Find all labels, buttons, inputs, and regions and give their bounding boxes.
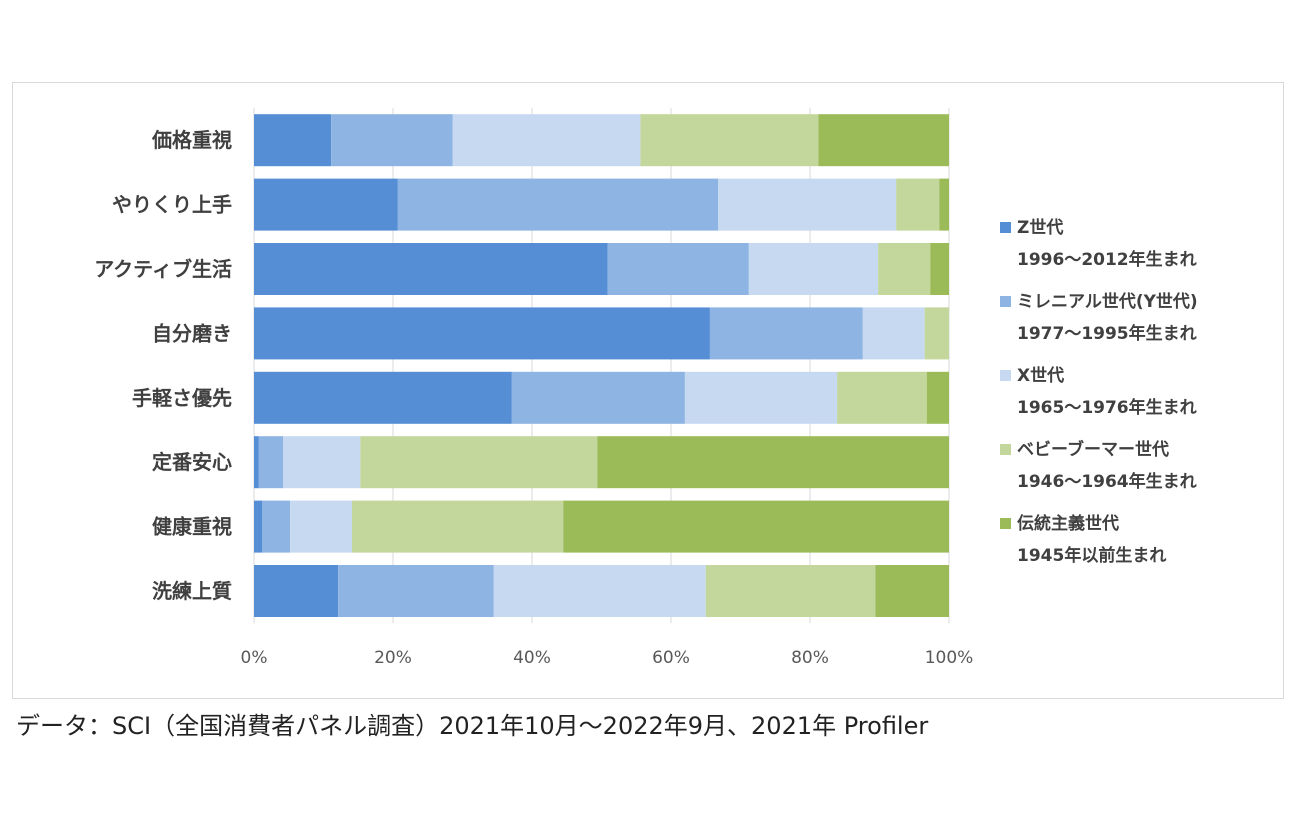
category-label: やりくり上手 xyxy=(112,193,232,217)
bar-segment xyxy=(254,307,710,360)
category-label: アクティブ生活 xyxy=(94,257,232,281)
x-tick-label: 80% xyxy=(791,648,829,668)
bar-segment xyxy=(254,114,332,167)
bar-segment xyxy=(262,500,291,553)
bar-segment xyxy=(684,371,838,424)
legend-sublabel: 1945年以前生まれ xyxy=(1017,545,1166,566)
category-label: 洗練上質 xyxy=(152,579,232,603)
bar-segment xyxy=(875,565,949,617)
legend-swatch xyxy=(1000,444,1011,455)
legend-label: ミレニアル世代(Y世代) xyxy=(1017,291,1198,312)
bar-segment xyxy=(360,436,598,489)
category-label: 手軽さ優先 xyxy=(132,386,232,410)
bar-segment xyxy=(254,565,339,617)
chart-frame xyxy=(12,82,1284,699)
bar-segment xyxy=(748,243,879,295)
bar-segment xyxy=(924,307,949,360)
x-tick-label: 40% xyxy=(513,648,551,668)
source-caption: データ：SCI（全国消費者パネル調査）2021年10月〜2022年9月、2021… xyxy=(16,712,929,740)
legend-label: ベビーブーマー世代 xyxy=(1017,439,1169,460)
legend-sublabel: 1977〜1995年生まれ xyxy=(1017,323,1197,344)
bar-segment xyxy=(709,307,863,360)
legend-swatch xyxy=(1000,296,1011,307)
bar-segment xyxy=(254,243,608,295)
category-label: 価格重視 xyxy=(151,128,232,152)
x-tick-label: 60% xyxy=(652,648,690,668)
bar-segment xyxy=(718,178,897,231)
bar-segment xyxy=(896,178,940,231)
bar-segment xyxy=(331,114,453,167)
bar-segment xyxy=(258,436,284,489)
legend-sublabel: 1996〜2012年生まれ xyxy=(1017,249,1197,270)
legend-swatch xyxy=(1000,370,1011,381)
bar-segment xyxy=(254,500,263,553)
bar-segment xyxy=(878,243,931,295)
legend-swatch xyxy=(1000,222,1011,233)
bar-segment xyxy=(837,371,927,424)
bar-segment xyxy=(862,307,925,360)
bar-segment xyxy=(254,371,512,424)
bar-segment xyxy=(452,114,641,167)
legend-label: 伝統主義世代 xyxy=(1017,513,1119,534)
category-label: 健康重視 xyxy=(152,515,232,539)
bar-segment xyxy=(930,243,949,295)
legend-label: Z世代 xyxy=(1017,217,1063,238)
bar-segment xyxy=(351,500,564,553)
bar-segment xyxy=(597,436,949,489)
x-tick-label: 100% xyxy=(925,648,974,668)
bar-segment xyxy=(939,178,949,231)
bar-segment xyxy=(254,436,259,489)
bar-segment xyxy=(511,371,685,424)
bar-segment xyxy=(705,565,876,617)
legend-sublabel: 1946〜1964年生まれ xyxy=(1017,471,1197,492)
x-tick-label: 20% xyxy=(374,648,412,668)
bar-segment xyxy=(818,114,949,167)
bar-segment xyxy=(563,500,949,553)
x-tick-label: 0% xyxy=(241,648,268,668)
bar-segment xyxy=(290,500,352,553)
bar-segment xyxy=(283,436,361,489)
bar-segment xyxy=(493,565,706,617)
legend-swatch xyxy=(1000,518,1011,529)
legend-sublabel: 1965〜1976年生まれ xyxy=(1017,397,1197,418)
category-label: 自分磨き xyxy=(152,321,232,345)
bar-segment xyxy=(640,114,819,167)
bar-segment xyxy=(397,178,719,231)
bar-segment xyxy=(338,565,494,617)
legend-label: X世代 xyxy=(1017,365,1064,386)
category-label: 定番安心 xyxy=(152,450,232,474)
bar-segment xyxy=(926,371,949,424)
bar-segment xyxy=(254,178,398,231)
bar-segment xyxy=(607,243,749,295)
